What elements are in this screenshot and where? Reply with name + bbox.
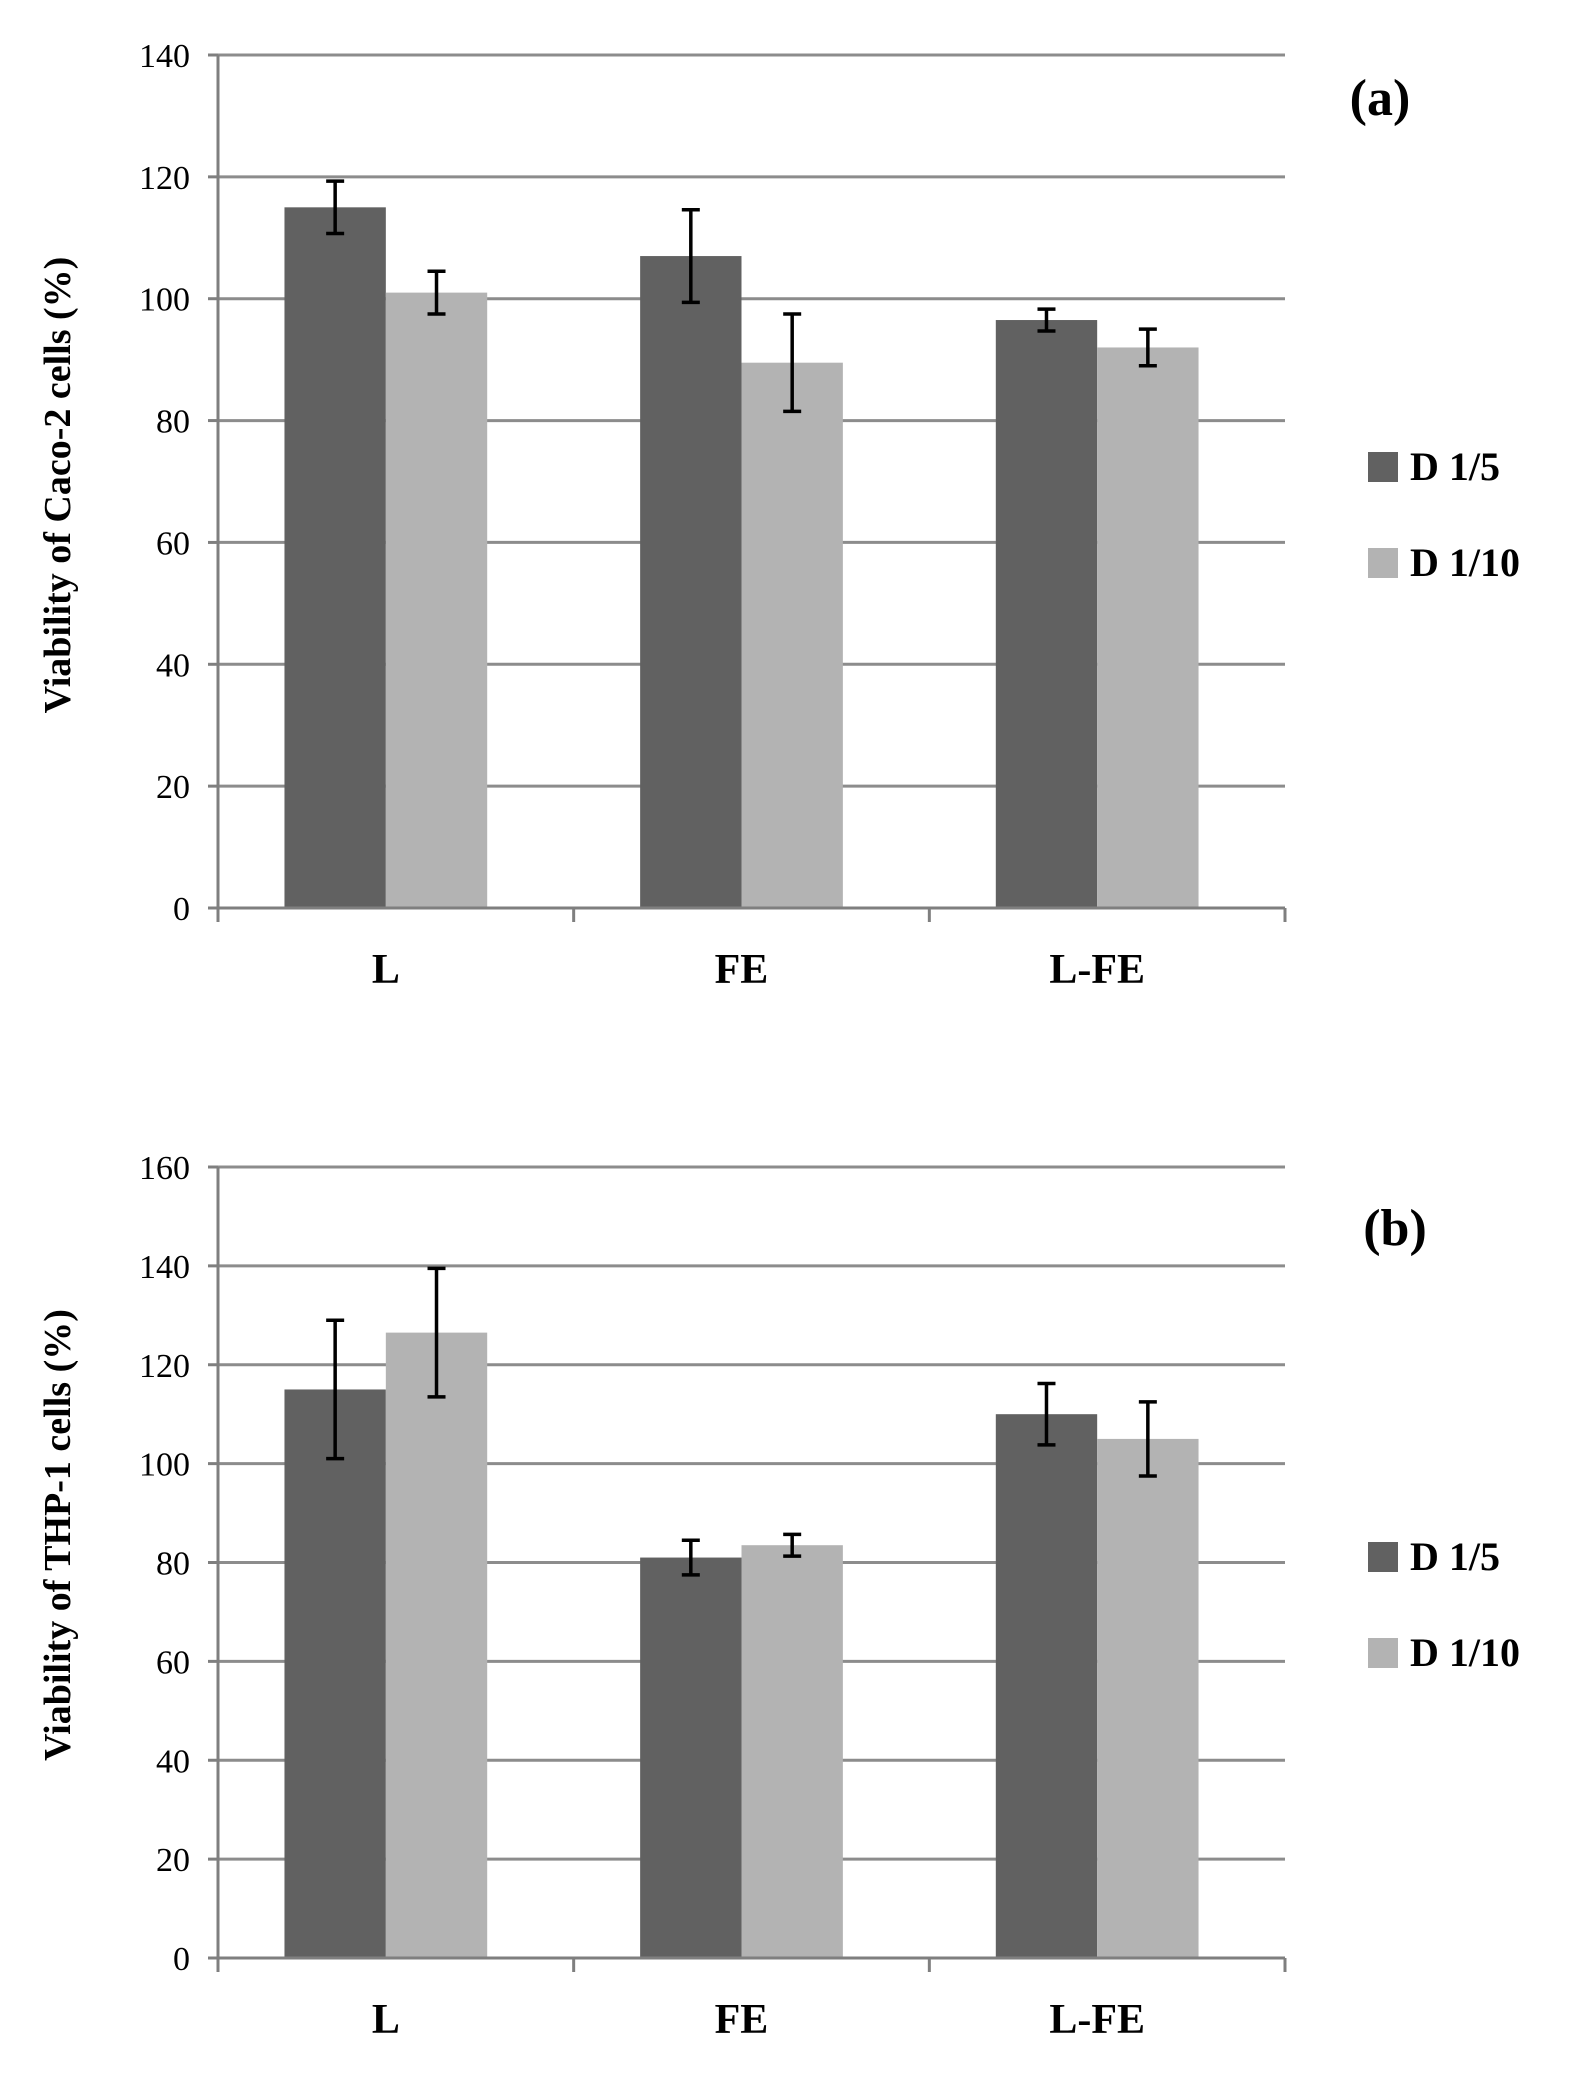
chart-b-legend-swatch-d110 xyxy=(1368,1638,1398,1668)
chart-b-bar-l-fe-d15 xyxy=(995,1414,1098,1958)
chart-a-error-bars xyxy=(326,179,1157,414)
chart-a-bar-l-d15 xyxy=(284,207,386,909)
chart-b-legend-label-d15: D 1/5 xyxy=(1410,1534,1500,1579)
chart-b-bar-fe-d15 xyxy=(640,1557,742,1958)
chart-b-axes xyxy=(208,1165,1287,1972)
chart-a-axes xyxy=(208,53,1287,922)
chart-b-bar-l-d15 xyxy=(284,1389,386,1958)
chart-b-y-tick-label-20: 20 xyxy=(156,1842,190,1879)
chart-b-y-tick-label-0: 0 xyxy=(173,1941,190,1978)
chart-b-y-tick-label-160: 160 xyxy=(139,1150,190,1187)
chart-b-y-tick-label-40: 40 xyxy=(156,1743,190,1780)
chart-b-y-axis-label: Viability of THP-1 cells (%) xyxy=(37,1309,79,1761)
chart-b-error-bars xyxy=(326,1266,1157,1577)
chart-a-error-bar-fe-d15 xyxy=(681,208,700,305)
chart-a-bar-fe-d110 xyxy=(741,362,843,908)
chart-b-bar-l-fe-d110 xyxy=(1097,1438,1199,1958)
chart-b-legend: D 1/5 D 1/10 xyxy=(1368,1534,1520,1675)
chart-b-error-bar-l-fe-d15 xyxy=(1037,1381,1056,1447)
chart-b-error-bar-l-d110 xyxy=(427,1266,446,1399)
chart-b-error-bar-l-fe-d110 xyxy=(1138,1400,1157,1478)
chart-a-y-tick-label-120: 120 xyxy=(139,160,190,197)
chart-b-y-tick-label-80: 80 xyxy=(156,1546,190,1583)
chart-a-y-tick-label-20: 20 xyxy=(156,769,190,806)
chart-a-y-tick-label-80: 80 xyxy=(156,404,190,441)
chart-a-legend: D 1/5 D 1/10 xyxy=(1368,444,1520,585)
chart-b-error-bar-fe-d110 xyxy=(783,1532,802,1558)
chart-b-x-tick-labels: L FE L-FE xyxy=(372,1997,1145,2043)
chart-a-x-tick-label-fe: FE xyxy=(715,947,769,993)
chart-a-legend-swatch-d15 xyxy=(1368,452,1398,482)
chart-a-y-tick-label-0: 0 xyxy=(173,891,190,928)
chart-a-x-tick-labels: L FE L-FE xyxy=(372,947,1145,993)
chart-a-x-tick-label-l: L xyxy=(372,947,400,993)
chart-a-error-bar-l-d15 xyxy=(326,179,345,236)
chart-a-y-tick-label-100: 100 xyxy=(139,282,190,319)
chart-b-x-tick-label-l-fe: L-FE xyxy=(1049,1997,1145,2043)
chart-a-error-bar-fe-d110 xyxy=(783,312,802,414)
chart-b-y-tick-label-60: 60 xyxy=(156,1644,190,1681)
chart-a-y-tick-labels: 0 20 40 60 80 100 120 140 xyxy=(139,38,190,928)
chart-a-bars xyxy=(284,207,1199,909)
chart-a-legend-label-d110: D 1/10 xyxy=(1410,540,1520,585)
chart-b-legend-swatch-d15 xyxy=(1368,1542,1398,1572)
chart-a-y-axis-label: Viability of Caco-2 cells (%) xyxy=(37,257,79,714)
chart-b-x-tick-label-l: L xyxy=(372,1997,400,2043)
chart-a-legend-label-d15: D 1/5 xyxy=(1410,444,1500,489)
chart-b-legend-label-d110: D 1/10 xyxy=(1410,1630,1520,1675)
chart-a-bar-l-d110 xyxy=(385,292,488,908)
chart-b-y-tick-label-120: 120 xyxy=(139,1348,190,1385)
chart-b-y-tick-label-140: 140 xyxy=(139,1249,190,1286)
chart-b-bar-l-d110 xyxy=(385,1332,488,1958)
chart-a-legend-swatch-d110 xyxy=(1368,548,1398,578)
chart-a-bar-fe-d15 xyxy=(640,256,742,908)
chart-a-panel-label: (a) xyxy=(1350,70,1411,127)
chart-a-error-bar-l-fe-d110 xyxy=(1138,327,1157,368)
chart-a-error-bar-l-fe-d15 xyxy=(1037,307,1056,333)
chart-b-x-tick-label-fe: FE xyxy=(715,1997,769,2043)
chart-b-error-bar-l-d15 xyxy=(326,1318,345,1461)
chart-a-x-tick-label-l-fe: L-FE xyxy=(1049,947,1145,993)
chart-a-y-tick-label-40: 40 xyxy=(156,647,190,684)
chart-b-y-tick-label-100: 100 xyxy=(139,1447,190,1484)
chart-b-bar-fe-d110 xyxy=(741,1545,843,1958)
chart-b-y-tick-labels: 0 20 40 60 80 100 120 140 160 xyxy=(139,1150,190,1978)
chart-a-error-bar-l-d110 xyxy=(427,269,446,316)
chart-b-panel-label: (b) xyxy=(1363,1200,1427,1257)
chart-b-error-bar-fe-d15 xyxy=(681,1538,700,1577)
chart-a-bar-l-fe-d15 xyxy=(995,320,1098,908)
chart-a-bar-l-fe-d110 xyxy=(1097,347,1199,908)
chart-b-bars xyxy=(284,1332,1199,1958)
chart-a-y-tick-label-60: 60 xyxy=(156,525,190,562)
chart-a-y-tick-label-140: 140 xyxy=(139,38,190,75)
chart-b: 0 20 40 60 80 100 120 140 160 L FE L-FE Viability … xyxy=(37,1150,1520,2043)
chart-a: 0 20 40 60 80 100 120 140 L FE L-FE Viability of … xyxy=(37,38,1520,993)
